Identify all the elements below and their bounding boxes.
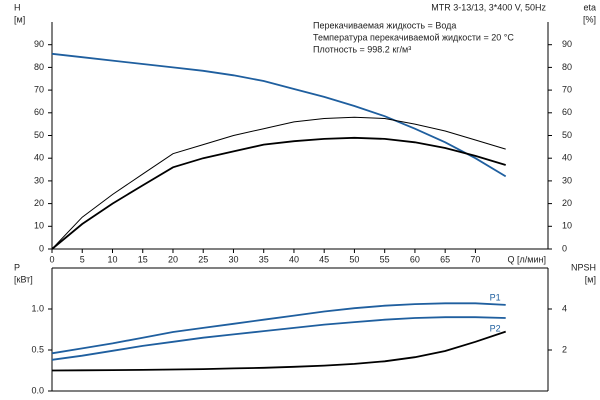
x-tick-label: 0	[49, 254, 54, 264]
y-tick-label: 10	[34, 221, 44, 231]
x-tick-label: 35	[259, 254, 269, 264]
x-tick-label: 45	[319, 254, 329, 264]
x-tick-label: 65	[440, 254, 450, 264]
series-label: P1	[490, 292, 501, 302]
y-axis-label: P	[14, 262, 20, 272]
x-axis-label: Q [л/мин]	[508, 254, 546, 264]
series-line	[51, 52, 507, 178]
x-tick-label: 30	[228, 254, 238, 264]
y2-tick-label: 2	[562, 344, 567, 354]
y2-tick-label: 4	[562, 303, 567, 313]
y-tick-label: 70	[34, 84, 44, 94]
series-line	[51, 316, 506, 361]
y2-tick-label: 50	[562, 130, 572, 140]
y2-axis-label: eta	[583, 2, 596, 12]
y2-tick-label: 40	[562, 153, 572, 163]
y-axis-unit: [м]	[14, 14, 25, 24]
y-tick-label: 1.0	[31, 303, 44, 313]
y2-axis-unit: [м]	[585, 274, 596, 284]
y2-tick-label: 60	[562, 107, 572, 117]
y2-tick-label: 0	[562, 243, 567, 253]
y-axis-unit: [кВт]	[14, 274, 33, 284]
annotation: Температура перекачиваемой жидкости = 20…	[313, 32, 514, 42]
y2-axis-unit: [%]	[583, 14, 596, 24]
y-tick-label: 0.5	[31, 344, 44, 354]
x-tick-label: 70	[470, 254, 480, 264]
y2-tick-label: 20	[562, 198, 572, 208]
y-tick-label: 50	[34, 130, 44, 140]
y-axis-label: H	[14, 2, 21, 12]
y-tick-label: 40	[34, 153, 44, 163]
x-tick-label: 15	[138, 254, 148, 264]
x-tick-label: 55	[380, 254, 390, 264]
annotation: Плотность = 998.2 кг/м³	[313, 44, 411, 54]
y-tick-label: 20	[34, 198, 44, 208]
y2-tick-label: 90	[562, 39, 572, 49]
series-line	[51, 136, 506, 250]
x-tick-label: 5	[80, 254, 85, 264]
x-tick-label: 60	[410, 254, 420, 264]
x-tick-label: 40	[289, 254, 299, 264]
y-tick-label: 0.0	[31, 385, 44, 395]
y2-tick-label: 70	[562, 84, 572, 94]
x-tick-label: 25	[198, 254, 208, 264]
series-label: P2	[490, 323, 501, 333]
y2-tick-label: 10	[562, 221, 572, 231]
y-tick-label: 30	[34, 175, 44, 185]
y-tick-label: 90	[34, 39, 44, 49]
y-tick-label: 80	[34, 62, 44, 72]
y-tick-label: 0	[39, 243, 44, 253]
annotation: Перекачиваемая жидкость = Вода	[313, 20, 456, 30]
chart-title: MTR 3-13/13, 3*400 V, 50Hz	[431, 2, 546, 12]
series-line	[51, 116, 506, 250]
x-tick-label: 50	[349, 254, 359, 264]
series-line	[51, 302, 506, 355]
y-tick-label: 60	[34, 107, 44, 117]
y2-tick-label: 30	[562, 175, 572, 185]
y2-tick-label: 80	[562, 62, 572, 72]
series-line	[51, 330, 506, 372]
y2-axis-label: NPSH	[571, 262, 596, 272]
x-tick-label: 20	[168, 254, 178, 264]
x-tick-label: 10	[107, 254, 117, 264]
